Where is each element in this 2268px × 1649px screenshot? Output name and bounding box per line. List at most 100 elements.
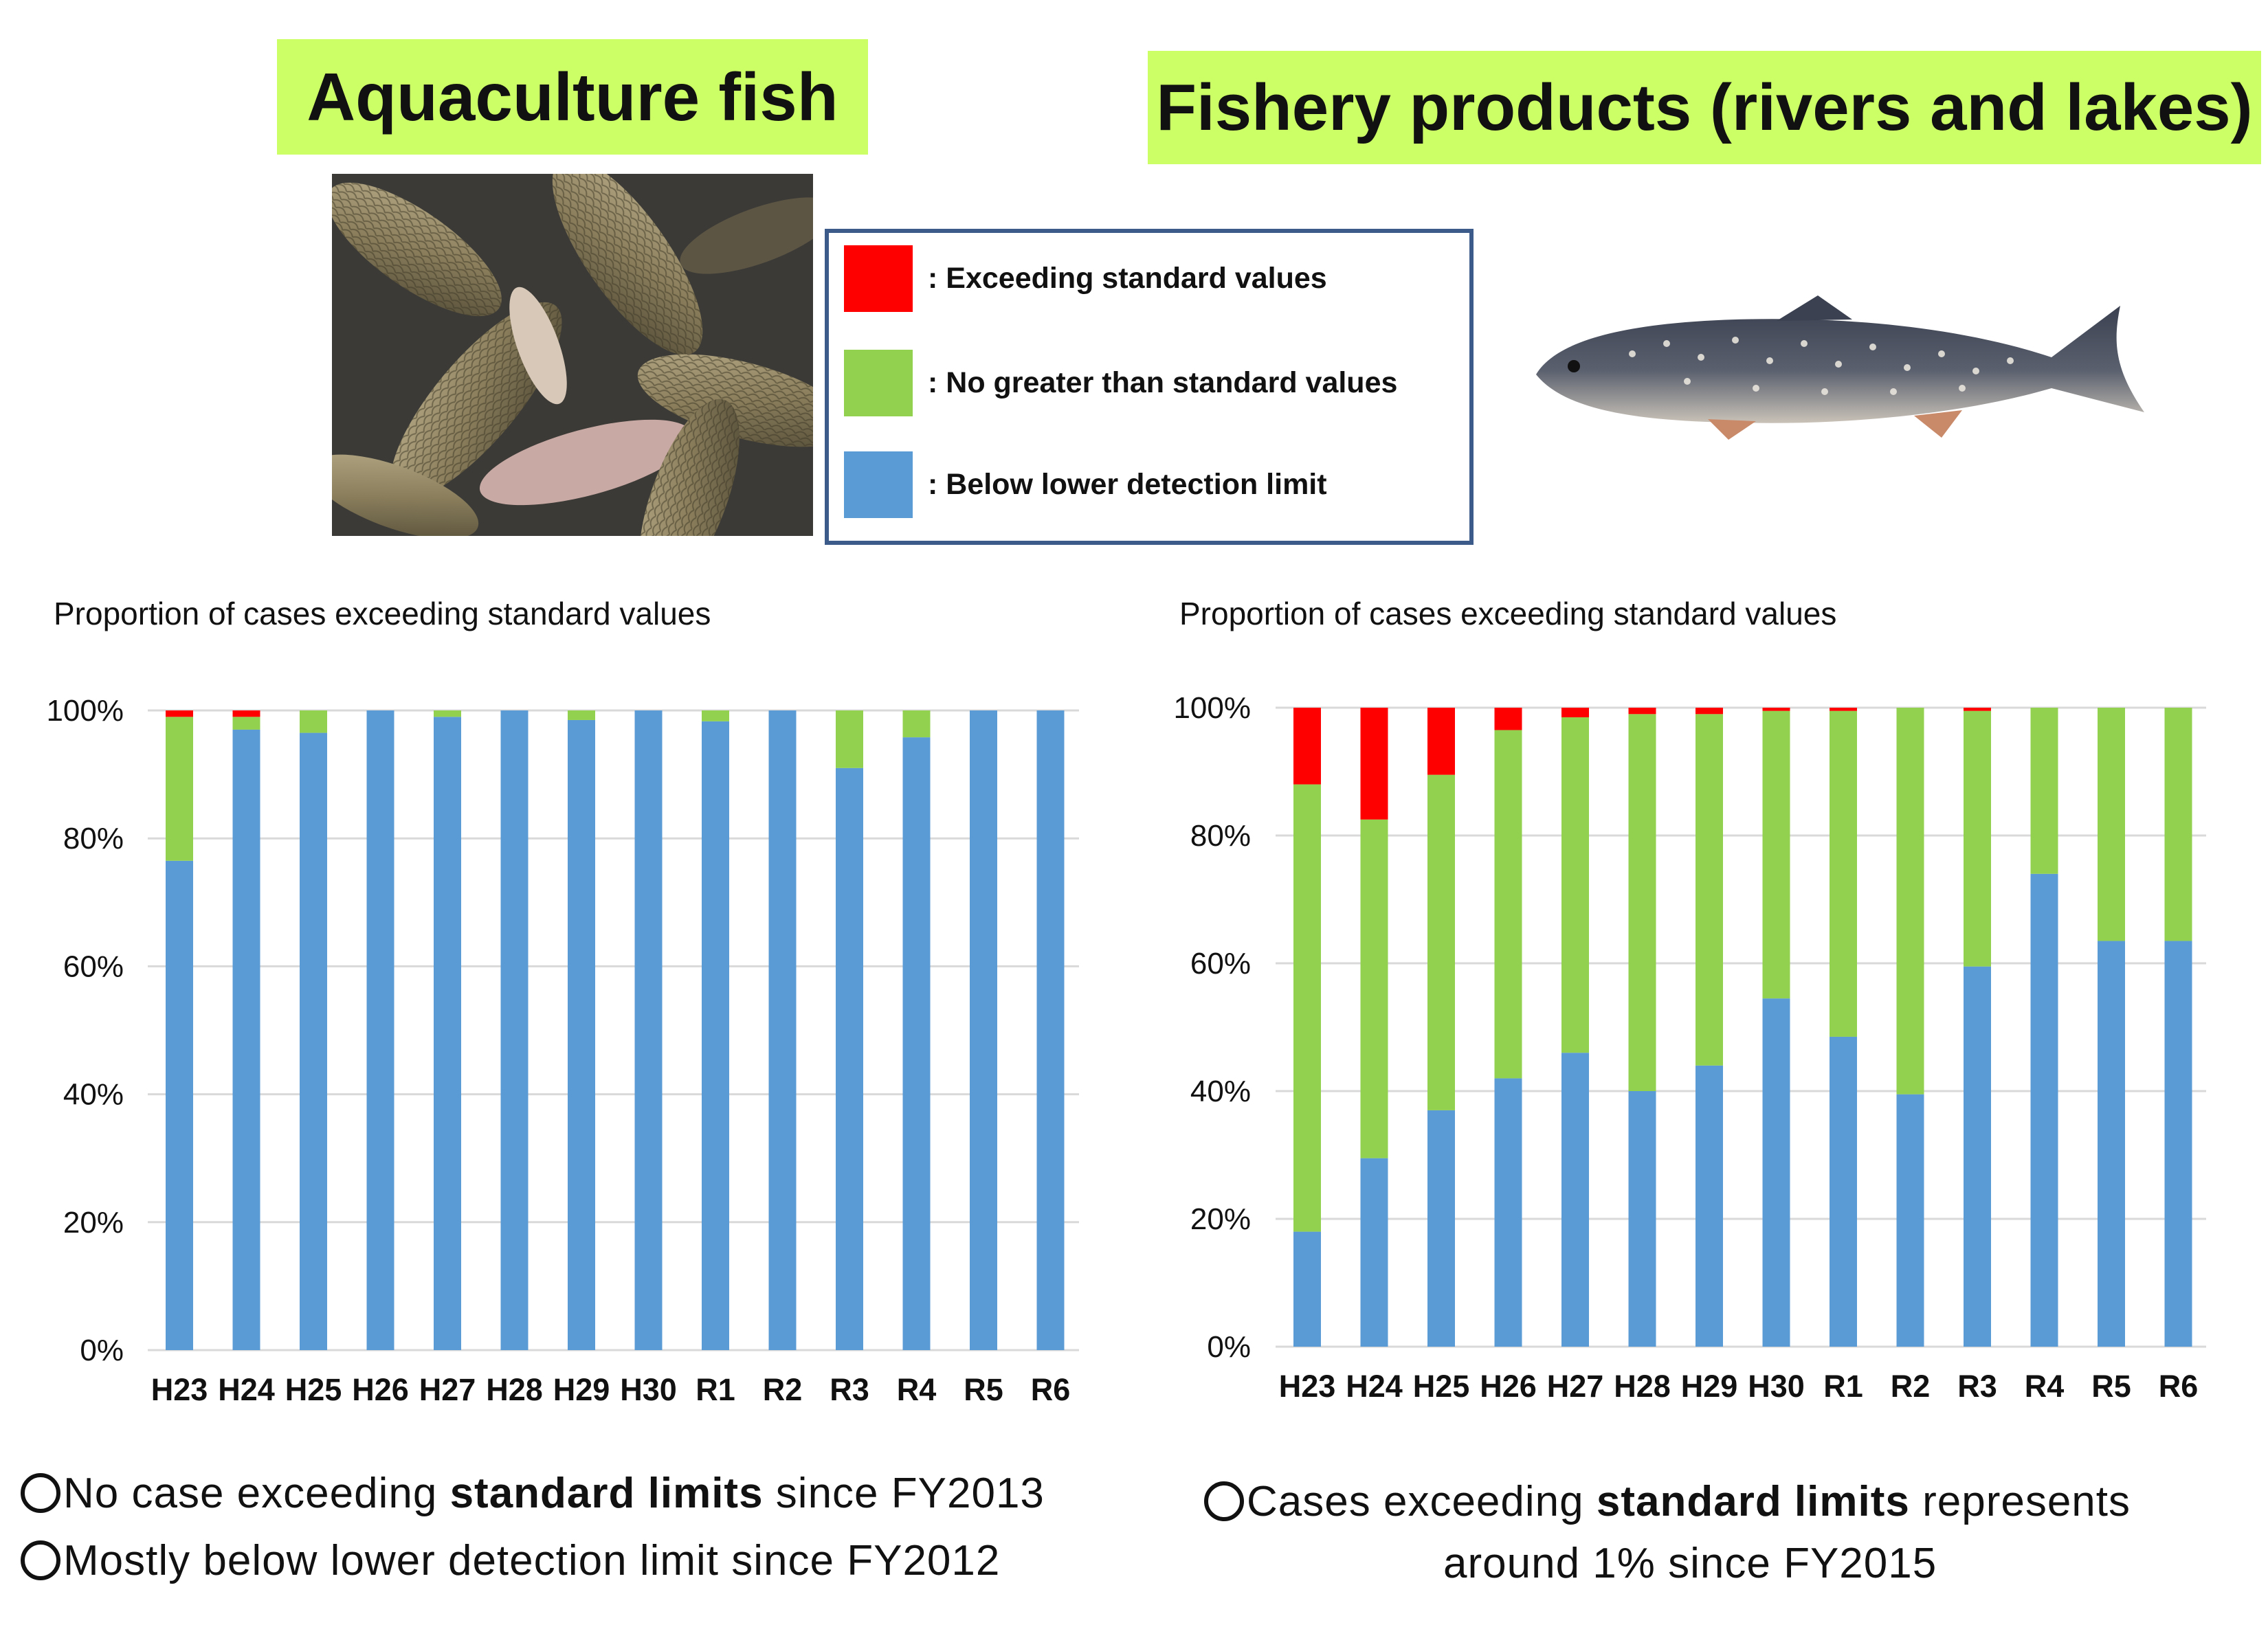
x-tick-label: H27 [419,1372,476,1407]
bar-segment [1896,708,1924,1095]
bar-segment [970,710,997,1350]
x-tick-label: R6 [2159,1369,2199,1404]
bar-segment [1036,710,1065,1350]
y-tick-label: 60% [1190,947,1251,980]
note-text: since FY2013 [763,1470,1045,1517]
bar-segment [1830,708,1857,711]
bar-segment [836,710,863,768]
bar-segment [300,732,327,1350]
x-tick-label: R3 [830,1372,869,1407]
x-tick-label: H30 [1748,1369,1805,1404]
chart-1: 0% 20% 40% 60% 80% 100% H23 H24 H25 H26 H27 H28 H29 H… [1173,691,2206,1404]
note-text: Cases exceeding [1247,1478,1597,1525]
note-text: Mostly below lower detection limit [63,1537,732,1584]
note-text: No case exceeding [63,1470,450,1517]
bar-segment [1360,819,1388,1158]
legend-item-exceeding: : Exceeding standard values [844,245,1327,312]
char-fish-photo [1536,295,2144,440]
x-tick-label: H30 [620,1372,677,1407]
bar-segment [1896,1094,1924,1347]
bar-segment [836,767,863,1350]
chart-subtitle-left: Proportion of cases exceeding standard v… [54,596,711,631]
bar-segment [2098,708,2125,941]
legend-label: : No greater than standard values [928,366,1398,399]
bar-segment [702,710,729,721]
bar-segment [2030,708,2058,874]
bar-segment [1696,714,1723,1066]
x-tick-label: R4 [2025,1369,2065,1404]
bar-segment [2098,941,2125,1347]
x-tick-label: R6 [1031,1372,1071,1407]
bar-segment [1561,717,1589,1053]
x-tick-label: H29 [553,1372,610,1407]
bar-segment [702,721,729,1350]
aquaculture-title: Aquaculture fish [277,39,868,155]
bar-segment [1696,708,1723,715]
bar-segment [1964,710,1991,967]
x-tick-label: H26 [1480,1369,1537,1404]
x-tick-label: H25 [285,1372,342,1407]
y-tick-label: 40% [1190,1075,1251,1108]
note-left-2: Mostly below lower detection limit since… [21,1536,1000,1585]
bar-segment [2030,873,2058,1347]
bar-segment [1830,710,1857,1037]
chart-0: 0% 20% 40% 60% 80% 100% H23 H24 H25 H26 H27 H28 H29 H… [46,694,1079,1407]
x-tick-label: H23 [1279,1369,1336,1404]
bar-segment [1696,1065,1723,1347]
x-tick-label: H23 [151,1372,208,1407]
x-tick-label: R5 [964,1372,1003,1407]
bar-segment [1964,708,1991,711]
note-text: represents [1909,1478,2131,1525]
bar-segment [1628,714,1656,1091]
bar-segment [1360,708,1388,820]
chart-subtitle-right: Proportion of cases exceeding standard v… [1179,596,1837,631]
bar-segment [1561,1053,1589,1347]
bar-segment [1427,1110,1455,1347]
y-tick-label: 80% [1190,819,1251,853]
y-tick-label: 100% [1173,691,1251,725]
bar-segment [166,710,193,717]
note-right-2: around 1% since FY2015 [1443,1540,1937,1587]
y-tick-label: 60% [63,950,124,983]
circle-icon [21,1473,60,1513]
circle-icon [21,1540,60,1580]
bar-segment [300,710,327,733]
bar-segment [166,860,193,1350]
x-tick-label: R1 [696,1372,735,1407]
x-tick-label: R3 [1957,1369,1997,1404]
legend-swatch-red [844,245,913,312]
bar-segment [1561,708,1589,717]
bar-segment [1293,784,1321,1232]
bar-segment [232,717,260,730]
x-tick-label: R2 [1891,1369,1931,1404]
bar-segment [366,710,394,1350]
x-tick-label: H29 [1681,1369,1738,1404]
bar-segment [1427,774,1455,1110]
x-tick-label: H28 [1614,1369,1671,1404]
bar-segment [2164,708,2192,941]
bar-segment [1494,708,1522,730]
bar-segment [1964,966,1991,1347]
note-right-1: Cases exceeding standard limits represen… [1204,1477,2131,1526]
bar-segment [1494,1078,1522,1347]
bar-segment [568,719,595,1350]
bar-segment [902,710,931,738]
y-tick-label: 40% [63,1078,124,1112]
circle-icon [1204,1481,1244,1521]
y-tick-label: 0% [80,1334,124,1367]
bar-segment [2164,941,2192,1347]
fishery-products-title: Fishery products (rivers and lakes) [1148,51,2261,164]
y-tick-label: 0% [1207,1330,1251,1364]
legend-swatch-green [844,350,913,416]
x-tick-label: H24 [1346,1369,1403,1404]
x-tick-label: R5 [2091,1369,2131,1404]
bar-segment [1762,708,1790,711]
x-tick-label: R4 [897,1372,937,1407]
bar-segment [1293,1231,1321,1347]
legend-label: : Below lower detection limit [928,468,1327,501]
legend-label: : Exceeding standard values [928,262,1327,295]
x-tick-label: H28 [486,1372,543,1407]
x-tick-label: H27 [1547,1369,1604,1404]
bar-segment [634,710,663,1350]
legend-item-below-detection: : Below lower detection limit [844,451,1327,518]
